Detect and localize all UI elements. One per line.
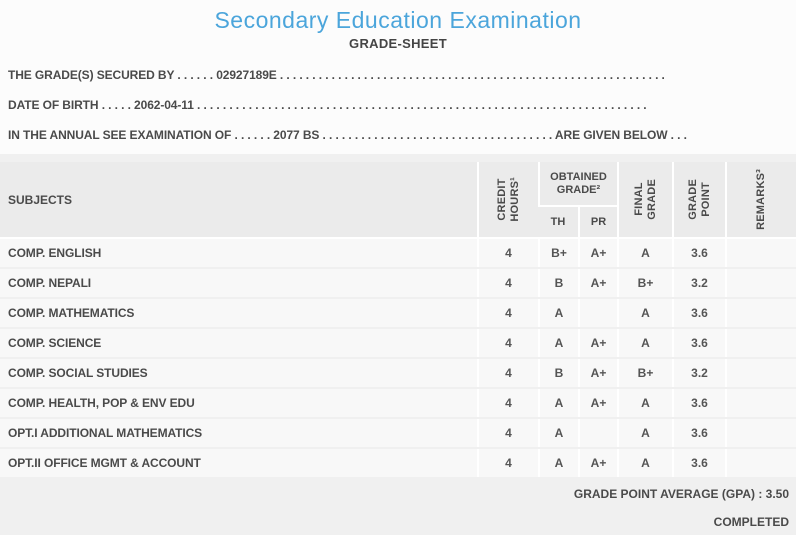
th-grade-cell: B bbox=[538, 269, 578, 297]
credit-hours-cell: 4 bbox=[477, 299, 538, 327]
pr-grade-cell: A+ bbox=[578, 329, 617, 357]
credit-hours-cell: 4 bbox=[477, 329, 538, 357]
th-grade-cell: A bbox=[538, 299, 578, 327]
column-header-grade-point: GRADE POINT bbox=[672, 162, 725, 237]
grade-point-cell: 3.6 bbox=[672, 419, 725, 447]
th-grade-cell: A bbox=[538, 329, 578, 357]
pr-grade-cell: A+ bbox=[578, 269, 617, 297]
completion-status: COMPLETED bbox=[713, 515, 789, 529]
credit-hours-cell: 4 bbox=[477, 449, 538, 477]
credit-hours-cell: 4 bbox=[477, 269, 538, 297]
examination-year-line: IN THE ANNUAL SEE EXAMINATION OF . . . .… bbox=[8, 128, 687, 142]
remarks-cell bbox=[725, 359, 796, 387]
table-row: OPT.I ADDITIONAL MATHEMATICS 4 A A 3.6 bbox=[0, 419, 796, 447]
candidate-info-section: THE GRADE(S) SECURED BY . . . . . . 0292… bbox=[0, 58, 796, 150]
credit-hours-cell: 4 bbox=[477, 419, 538, 447]
final-grade-cell: B+ bbox=[617, 269, 672, 297]
results-table-header: SUBJECTS CREDIT HOURS¹ OBTAINED GRADE² T… bbox=[0, 162, 796, 239]
column-header-th: TH bbox=[538, 207, 578, 237]
grade-point-cell: 3.6 bbox=[672, 329, 725, 357]
remarks-cell bbox=[725, 239, 796, 267]
grade-point-cell: 3.6 bbox=[672, 299, 725, 327]
results-table-body: COMP. ENGLISH 4 B+ A+ A 3.6 COMP. NEPALI… bbox=[0, 239, 796, 477]
subject-cell: COMP. MATHEMATICS bbox=[0, 299, 477, 327]
final-grade-cell: A bbox=[617, 419, 672, 447]
grade-point-cell: 3.2 bbox=[672, 269, 725, 297]
final-grade-cell: A bbox=[617, 389, 672, 417]
grade-point-cell: 3.6 bbox=[672, 449, 725, 477]
table-row: COMP. ENGLISH 4 B+ A+ A 3.6 bbox=[0, 239, 796, 267]
remarks-cell bbox=[725, 299, 796, 327]
pr-grade-cell bbox=[578, 299, 617, 327]
credit-hours-cell: 4 bbox=[477, 359, 538, 387]
grade-point-cell: 3.2 bbox=[672, 359, 725, 387]
page-title: Secondary Education Examination bbox=[214, 7, 582, 33]
column-header-remarks: REMARKS³ bbox=[725, 162, 796, 237]
grade-sheet-heading: GRADE-SHEET bbox=[349, 36, 447, 51]
final-grade-cell: B+ bbox=[617, 359, 672, 387]
table-row: COMP. SOCIAL STUDIES 4 B A+ B+ 3.2 bbox=[0, 359, 796, 387]
th-grade-cell: A bbox=[538, 419, 578, 447]
credit-hours-cell: 4 bbox=[477, 389, 538, 417]
grade-point-cell: 3.6 bbox=[672, 239, 725, 267]
credit-hours-cell: 4 bbox=[477, 239, 538, 267]
final-grade-cell: A bbox=[617, 299, 672, 327]
table-row: COMP. MATHEMATICS 4 A A 3.6 bbox=[0, 299, 796, 327]
gpa-summary: GRADE POINT AVERAGE (GPA) : 3.50 bbox=[573, 487, 789, 501]
grade-point-cell: 3.6 bbox=[672, 389, 725, 417]
subject-cell: COMP. NEPALI bbox=[0, 269, 477, 297]
final-grade-cell: A bbox=[617, 329, 672, 357]
final-grade-cell: A bbox=[617, 239, 672, 267]
pr-grade-cell: A+ bbox=[578, 449, 617, 477]
th-grade-cell: B+ bbox=[538, 239, 578, 267]
remarks-cell bbox=[725, 419, 796, 447]
final-grade-cell: A bbox=[617, 449, 672, 477]
th-grade-cell: A bbox=[538, 449, 578, 477]
column-header-obtained-grade: OBTAINED GRADE² bbox=[538, 162, 617, 207]
table-row: COMP. HEALTH, POP & ENV EDU 4 A A+ A 3.6 bbox=[0, 389, 796, 417]
pr-grade-cell: A+ bbox=[578, 359, 617, 387]
remarks-cell bbox=[725, 269, 796, 297]
subject-cell: COMP. SOCIAL STUDIES bbox=[0, 359, 477, 387]
pr-grade-cell: A+ bbox=[578, 389, 617, 417]
date-of-birth-line: DATE OF BIRTH . . . . . 2062-04-11 . . .… bbox=[8, 98, 647, 112]
table-row: COMP. NEPALI 4 B A+ B+ 3.2 bbox=[0, 269, 796, 297]
subject-cell: OPT.I ADDITIONAL MATHEMATICS bbox=[0, 419, 477, 447]
grades-secured-by-line: THE GRADE(S) SECURED BY . . . . . . 0292… bbox=[8, 68, 665, 82]
subject-cell: COMP. SCIENCE bbox=[0, 329, 477, 357]
pr-grade-cell bbox=[578, 419, 617, 447]
results-section: SUBJECTS CREDIT HOURS¹ OBTAINED GRADE² T… bbox=[0, 154, 796, 535]
th-grade-cell: A bbox=[538, 389, 578, 417]
remarks-cell bbox=[725, 329, 796, 357]
column-header-pr: PR bbox=[578, 207, 617, 237]
column-header-final-grade: FINAL GRADE bbox=[617, 162, 672, 237]
subject-cell: COMP. ENGLISH bbox=[0, 239, 477, 267]
pr-grade-cell: A+ bbox=[578, 239, 617, 267]
column-header-credit-hours: CREDIT HOURS¹ bbox=[477, 162, 538, 237]
th-grade-cell: B bbox=[538, 359, 578, 387]
subject-cell: OPT.II OFFICE MGMT & ACCOUNT bbox=[0, 449, 477, 477]
remarks-cell bbox=[725, 449, 796, 477]
subject-cell: COMP. HEALTH, POP & ENV EDU bbox=[0, 389, 477, 417]
table-row: COMP. SCIENCE 4 A A+ A 3.6 bbox=[0, 329, 796, 357]
remarks-cell bbox=[725, 389, 796, 417]
column-header-subjects: SUBJECTS bbox=[0, 162, 477, 237]
table-row: OPT.II OFFICE MGMT & ACCOUNT 4 A A+ A 3.… bbox=[0, 449, 796, 477]
